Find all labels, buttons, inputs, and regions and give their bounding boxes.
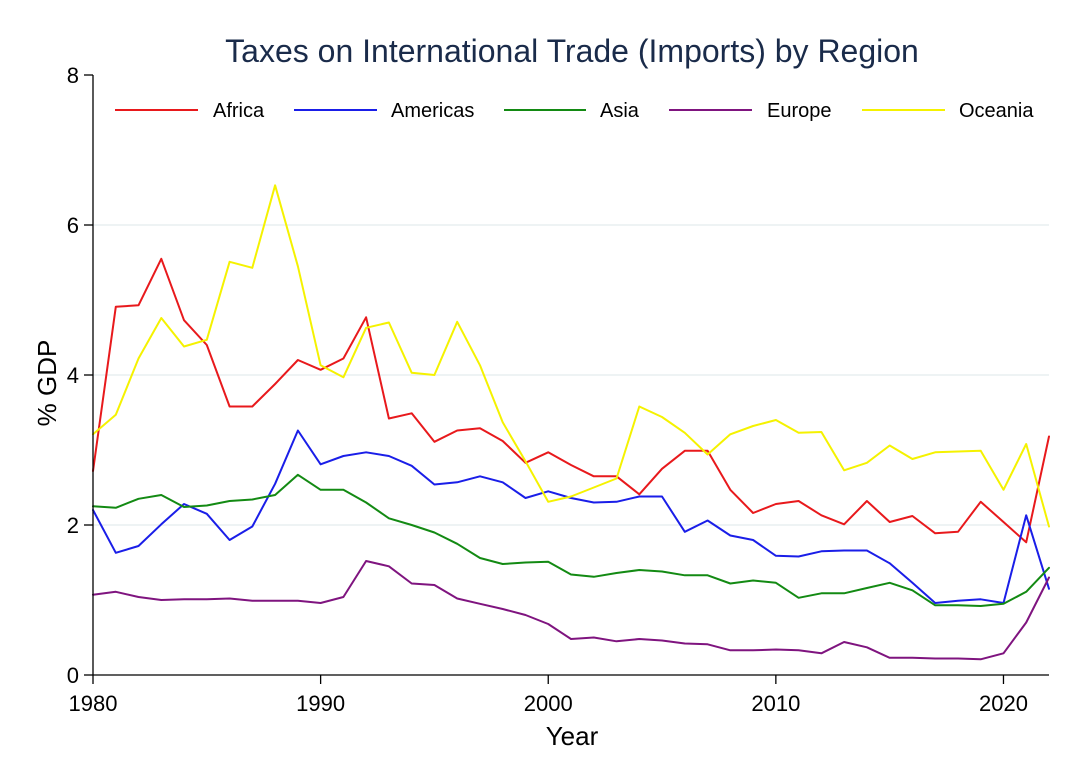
series-line-americas [92,429,1050,604]
series-line-asia [92,473,1050,607]
x-tick-label-1990: 1990 [296,691,345,716]
y-tick-label-4: 4 [67,363,79,388]
x-tick-label-2010: 2010 [751,691,800,716]
grid-layer [93,224,1049,526]
chart-title: Taxes on International Trade (Imports) b… [225,33,919,69]
legend-label-africa: Africa [213,100,265,122]
y-tick-label-6: 6 [67,213,79,238]
series-line-oceania [92,184,1050,528]
y-tick-label-8: 8 [67,63,79,88]
legend-label-europe: Europe [767,100,832,122]
series-line-africa [92,257,1050,544]
series-line-europe [92,560,1050,661]
x-tick-label-1980: 1980 [69,691,118,716]
legend-label-asia: Asia [600,100,640,122]
legend: Africa Americas Asia Europe Oceania [115,100,1034,122]
y-tick-label-0: 0 [67,663,79,688]
y-axis-label: % GDP [32,340,62,427]
x-axis-label: Year [546,721,599,751]
axes-layer: 0 2 4 6 8 1980 1990 2000 2010 2020 [67,63,1049,716]
legend-label-americas: Americas [391,100,474,122]
legend-label-oceania: Oceania [959,100,1034,122]
y-tick-label-2: 2 [67,513,79,538]
x-tick-label-2020: 2020 [979,691,1028,716]
series-layer [92,184,1050,661]
x-tick-label-2000: 2000 [524,691,573,716]
